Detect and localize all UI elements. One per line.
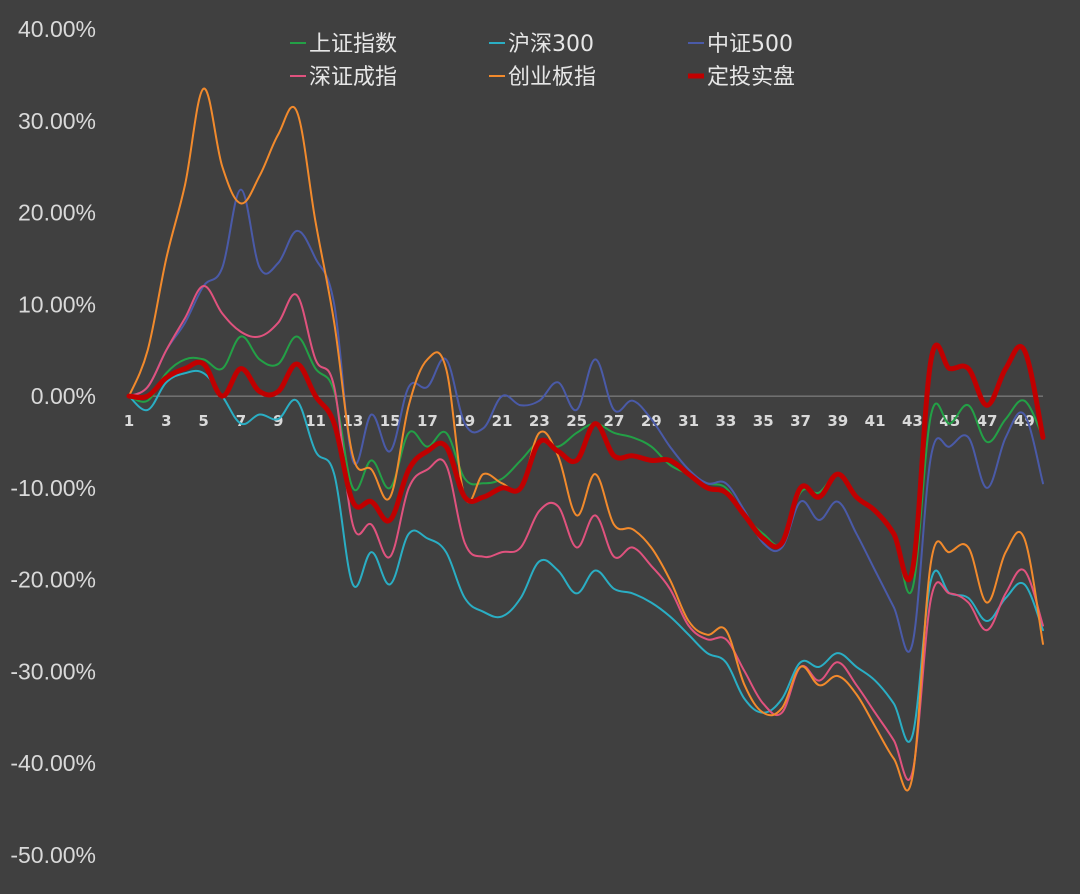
x-tick-label: 21 xyxy=(492,412,513,430)
x-tick-label: 29 xyxy=(641,412,662,430)
legend: 上证指数 沪深300 中证500 深证成指 创业板指 定投实盘 xyxy=(290,32,795,90)
y-tick-label: -10.00% xyxy=(10,475,96,501)
legend-label: 创业板指 xyxy=(508,65,596,90)
x-tick-label: 5 xyxy=(198,412,208,430)
y-tick-label: -20.00% xyxy=(10,567,96,593)
y-tick-label: 20.00% xyxy=(18,200,96,226)
legend-label: 定投实盘 xyxy=(707,65,795,90)
x-tick-label: 39 xyxy=(827,412,848,430)
x-tick-label: 15 xyxy=(380,412,401,430)
legend-label: 中证500 xyxy=(707,32,793,57)
y-tick-label: 10.00% xyxy=(18,291,96,317)
x-tick-label: 17 xyxy=(417,412,438,430)
x-tick-label: 9 xyxy=(273,412,283,430)
x-axis: 1 3 5 7 9 11 13 15 17 19 21 23 25 27 29 31 33 35 37 39 41 43 4… xyxy=(124,412,1035,430)
x-tick-label: 31 xyxy=(678,412,699,430)
x-tick-label: 37 xyxy=(790,412,811,430)
legend-label: 沪深300 xyxy=(508,32,594,57)
series-line-4 xyxy=(128,285,1044,781)
legend-label: 深证成指 xyxy=(309,65,397,90)
x-tick-label: 1 xyxy=(124,412,134,430)
x-tick-label: 23 xyxy=(529,412,550,430)
y-tick-label: -40.00% xyxy=(10,750,96,776)
y-tick-label: -50.00% xyxy=(10,842,96,868)
x-tick-label: 27 xyxy=(604,412,625,430)
series-line-3 xyxy=(128,188,1044,653)
x-tick-label: 3 xyxy=(161,412,171,430)
x-tick-label: 41 xyxy=(865,412,886,430)
x-tick-label: 47 xyxy=(977,412,998,430)
x-tick-label: 7 xyxy=(236,412,246,430)
x-tick-label: 33 xyxy=(715,412,736,430)
series-line-6 xyxy=(126,342,1046,583)
y-tick-label: 0.00% xyxy=(31,383,96,409)
x-tick-label: 43 xyxy=(902,412,923,430)
legend-label: 上证指数 xyxy=(309,32,397,57)
y-axis: 40.00% 30.00% 20.00% 10.00% 0.00% -10.00% -20.… xyxy=(10,16,96,868)
series-layer xyxy=(126,87,1046,792)
y-tick-label: -30.00% xyxy=(10,658,96,684)
series-line-2 xyxy=(128,369,1044,743)
x-tick-label: 19 xyxy=(454,412,475,430)
y-tick-label: 40.00% xyxy=(18,16,96,42)
series-line-5 xyxy=(128,87,1044,792)
x-tick-label: 11 xyxy=(305,412,326,430)
x-tick-label: 35 xyxy=(753,412,774,430)
x-tick-label: 25 xyxy=(566,412,587,430)
y-tick-label: 30.00% xyxy=(18,108,96,134)
